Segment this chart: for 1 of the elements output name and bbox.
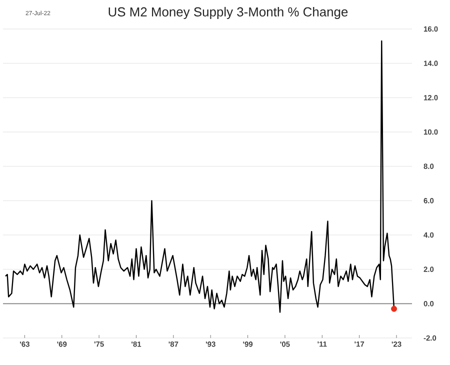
chart-title: US M2 Money Supply 3-Month % Change	[108, 6, 348, 20]
